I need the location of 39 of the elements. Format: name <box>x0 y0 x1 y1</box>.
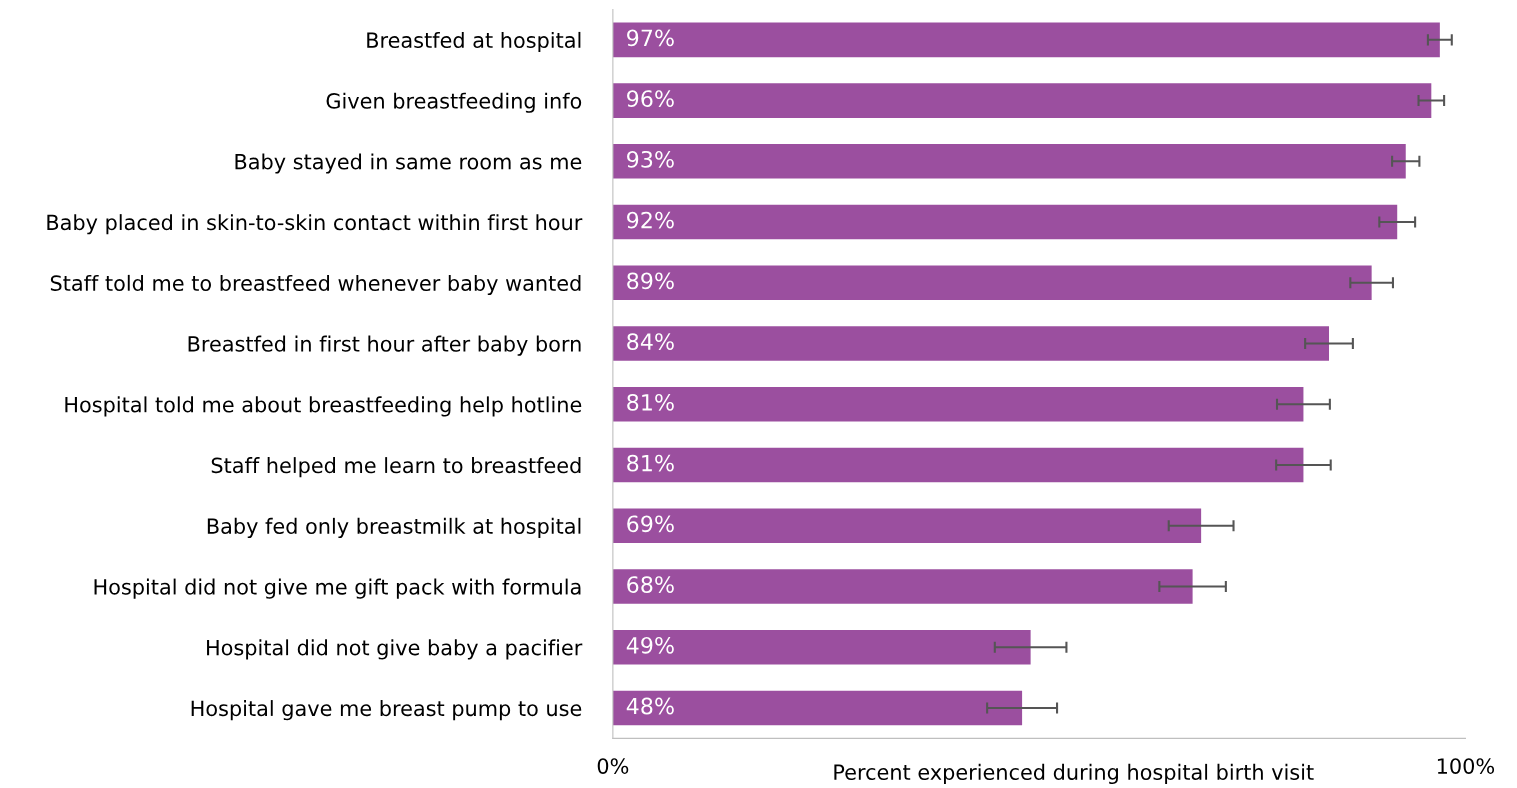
bar <box>612 83 1432 118</box>
bar <box>612 386 1304 422</box>
data-label: 48% <box>626 697 674 715</box>
x-tick-label: 100% <box>1437 758 1495 774</box>
x-axis-title: Percent experienced during hospital birth visit <box>834 763 1314 785</box>
y-tick-label: Given breastfeeding info <box>326 92 582 113</box>
y-tick-label: Baby fed only breastmilk at hospital <box>207 517 581 539</box>
data-label: 92% <box>627 211 674 229</box>
y-tick-label: Hospital did not give me gift pack with formula <box>94 578 581 599</box>
data-label: 69% <box>627 515 674 533</box>
bar <box>612 690 1023 726</box>
y-tick-label: Breastfed in first hour after baby born <box>188 335 581 356</box>
bar <box>612 569 1193 604</box>
data-label: 49% <box>626 636 674 654</box>
y-tick-label: Hospital gave me breast pump to use <box>191 700 582 721</box>
y-tick-label: Baby placed in skin-to-skin contact within first hour <box>47 214 583 235</box>
bar <box>612 22 1440 58</box>
data-label: 93% <box>627 150 674 168</box>
data-label: 68% <box>627 576 674 593</box>
bar <box>612 447 1304 483</box>
data-label: 96% <box>627 90 674 108</box>
data-label: 84% <box>627 333 674 350</box>
y-tick-label: Staff told me to breastfeed whenever baby wanted <box>50 274 581 296</box>
bar <box>612 144 1406 179</box>
y-tick-label: Breastfed at hospital <box>367 31 581 53</box>
data-label: 97% <box>627 29 674 47</box>
data-label: 81% <box>627 393 674 411</box>
data-label: 89% <box>627 272 674 290</box>
bar <box>612 629 1031 665</box>
x-tick-label: 0% <box>597 758 629 774</box>
y-tick-label: Baby stayed in same room as me <box>235 153 582 174</box>
y-tick-label: Hospital told me about breastfeeding help hotline <box>65 396 582 417</box>
data-label: 81% <box>627 454 674 472</box>
bar <box>612 204 1398 240</box>
y-tick-label: Hospital did not give baby a pacifier <box>207 639 583 660</box>
bar <box>612 265 1372 301</box>
bar <box>612 508 1202 544</box>
bar <box>612 326 1330 361</box>
y-tick-label: Staff helped me learn to breastfeed <box>211 457 581 478</box>
